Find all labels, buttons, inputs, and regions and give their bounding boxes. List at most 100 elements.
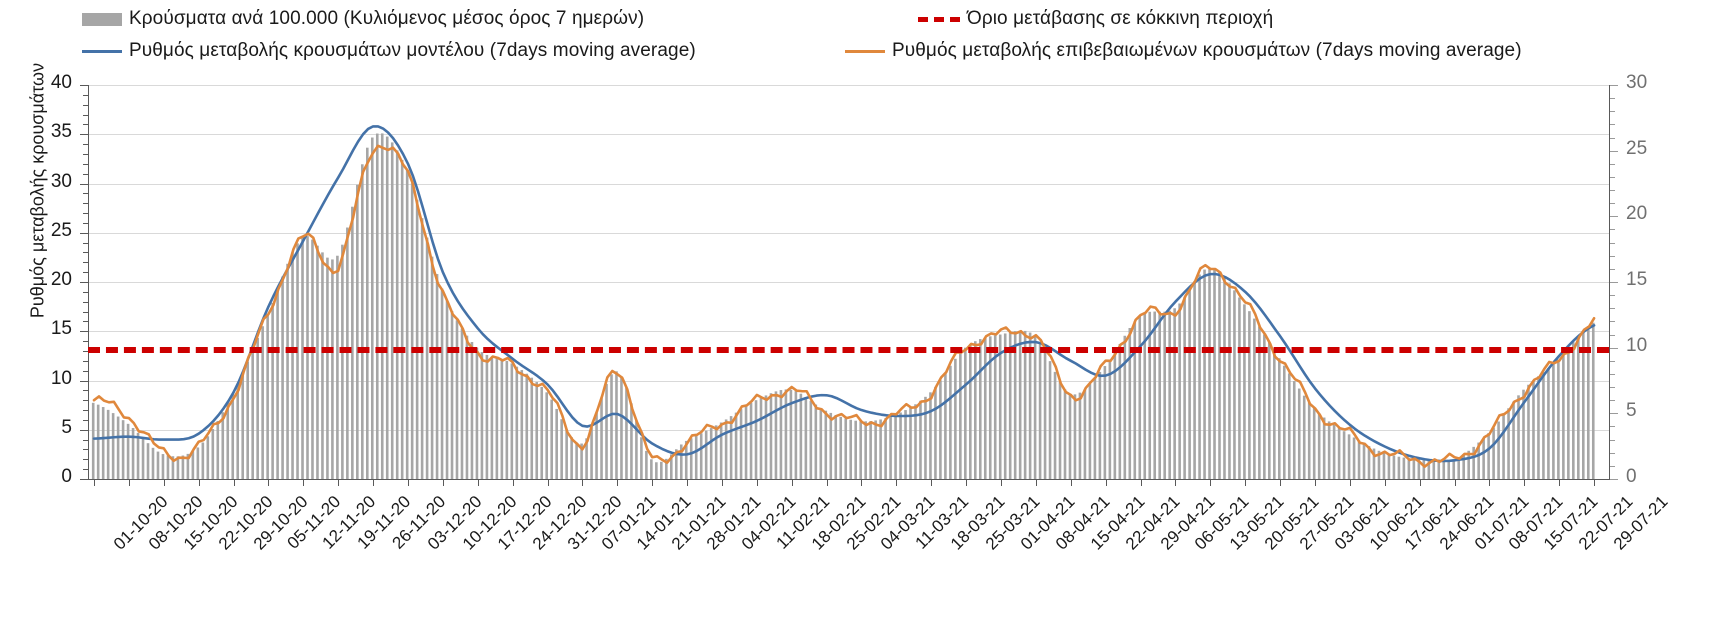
x-axis-tick bbox=[1175, 479, 1177, 486]
y-axis-left-tick-label: 5 bbox=[61, 416, 72, 438]
x-axis-tick bbox=[756, 479, 758, 486]
x-axis-tick bbox=[1524, 479, 1526, 486]
y-tick-left-minor bbox=[83, 449, 88, 451]
x-axis-tick bbox=[1035, 479, 1037, 486]
y-tick-left-minor bbox=[83, 419, 88, 421]
y-tick-left-major bbox=[80, 479, 88, 480]
x-axis-tick bbox=[94, 479, 95, 486]
x-axis-tick bbox=[163, 479, 165, 486]
y-axis-right-tick-label: 25 bbox=[1626, 137, 1648, 159]
x-axis-tick bbox=[617, 479, 619, 486]
y-tick-left-minor bbox=[83, 262, 88, 264]
y-tick-left-minor bbox=[83, 439, 88, 441]
y-axis-right-tick-label: 20 bbox=[1626, 203, 1648, 225]
y-tick-left-major bbox=[80, 85, 88, 86]
y-tick-left-minor bbox=[83, 173, 88, 175]
y-tick-right-minor bbox=[1610, 452, 1615, 454]
x-axis-tick bbox=[1280, 479, 1282, 486]
x-axis-tick bbox=[582, 479, 584, 486]
y-tick-right-minor bbox=[1610, 137, 1615, 139]
y-tick-right-minor bbox=[1610, 190, 1615, 192]
x-axis-tick bbox=[477, 479, 479, 486]
x-axis-tick bbox=[687, 479, 689, 486]
x-axis-tick bbox=[1140, 479, 1142, 486]
y-tick-right-minor bbox=[1610, 295, 1615, 297]
x-axis-tick bbox=[198, 479, 200, 486]
x-axis-tick bbox=[1105, 479, 1107, 486]
y-tick-right-major bbox=[1610, 479, 1618, 480]
x-axis-tick bbox=[338, 479, 340, 486]
y-axis-right-line bbox=[1609, 85, 1610, 480]
y-tick-left-minor bbox=[83, 350, 88, 352]
x-axis-tick bbox=[1245, 479, 1247, 486]
y-tick-left-minor bbox=[83, 360, 88, 362]
x-axis-tick bbox=[721, 479, 723, 486]
gridline bbox=[88, 232, 1609, 234]
confirmed-rate-line bbox=[92, 144, 1596, 468]
x-axis-tick bbox=[861, 479, 863, 486]
legend-item-confirmed-rate[interactable]: Ρυθμός μεταβολής επιβεβαιωμένων κρουσμάτ… bbox=[845, 40, 1522, 62]
x-axis-tick bbox=[1454, 479, 1456, 486]
bar-series bbox=[91, 133, 1595, 479]
x-axis-tick bbox=[1314, 479, 1316, 486]
legend-label-threshold: Όριο μετάβασης σε κόκκινη περιοχή bbox=[967, 8, 1274, 29]
y-tick-right-minor bbox=[1610, 163, 1615, 165]
y-axis-right-tick-label: 10 bbox=[1626, 334, 1648, 356]
y-tick-left-minor bbox=[83, 400, 88, 402]
threshold-line bbox=[88, 347, 1609, 353]
y-axis-right-tick-label: 15 bbox=[1626, 269, 1648, 290]
gridline bbox=[88, 331, 1609, 333]
gridline bbox=[88, 134, 1609, 136]
x-axis-tick bbox=[1594, 479, 1596, 486]
x-axis-tick bbox=[373, 479, 375, 486]
x-axis-tick bbox=[1001, 479, 1003, 486]
y-axis-left-tick-label: 30 bbox=[50, 170, 72, 192]
y-axis-left-line bbox=[88, 85, 89, 480]
legend-item-model-rate[interactable]: Ρυθμός μεταβολής κρουσμάτων μοντέλου (7d… bbox=[82, 40, 696, 62]
y-tick-left-minor bbox=[83, 114, 88, 116]
gridline bbox=[88, 183, 1609, 185]
y-tick-left-minor bbox=[83, 272, 88, 274]
x-axis-tick bbox=[512, 479, 514, 486]
x-axis-line bbox=[88, 479, 1610, 480]
x-axis-tick bbox=[826, 479, 828, 486]
x-axis-tick bbox=[268, 479, 270, 486]
y-tick-left-minor bbox=[83, 94, 88, 96]
y-tick-right-minor bbox=[1610, 321, 1615, 323]
gridline bbox=[88, 85, 1609, 86]
y-axis-left-tick-label: 25 bbox=[50, 219, 72, 241]
y-tick-left-minor bbox=[83, 311, 88, 313]
y-tick-right-minor bbox=[1610, 373, 1615, 375]
y-tick-left-minor bbox=[83, 301, 88, 303]
x-axis-tick bbox=[1384, 479, 1386, 486]
x-axis-tick bbox=[407, 479, 409, 486]
y-tick-left-minor bbox=[83, 390, 88, 392]
legend-item-cases-bars[interactable]: Κρούσματα ανά 100.000 (Κυλιόμενος μέσος … bbox=[82, 8, 644, 30]
y-tick-left-major bbox=[80, 232, 88, 234]
y-axis-left-tick-label: 40 bbox=[50, 72, 72, 93]
model-rate-line bbox=[92, 125, 1596, 463]
gridline bbox=[88, 282, 1609, 283]
legend-item-threshold[interactable]: Όριο μετάβασης σε κόκκινη περιοχή bbox=[918, 8, 1273, 30]
y-tick-right-minor bbox=[1610, 360, 1615, 362]
y-tick-right-minor bbox=[1610, 465, 1615, 467]
y-tick-right-major bbox=[1610, 413, 1618, 415]
x-axis-tick bbox=[442, 479, 444, 486]
bar-swatch-icon bbox=[82, 12, 122, 26]
y-tick-right-minor bbox=[1610, 111, 1615, 113]
y-tick-left-minor bbox=[83, 203, 88, 205]
y-tick-right-minor bbox=[1610, 268, 1615, 270]
y-tick-left-minor bbox=[83, 252, 88, 254]
y-axis-right-tick-label: 30 bbox=[1626, 72, 1648, 93]
y-tick-left-major bbox=[80, 331, 88, 333]
x-axis-tick bbox=[1349, 479, 1351, 486]
x-axis-tick bbox=[652, 479, 654, 486]
x-axis-tick bbox=[128, 479, 130, 486]
y-axis-left-tick-label: 20 bbox=[50, 269, 72, 290]
y-tick-right-major bbox=[1610, 150, 1618, 152]
y-tick-right-minor bbox=[1610, 229, 1615, 231]
x-axis-tick bbox=[547, 479, 549, 486]
y-tick-right-minor bbox=[1610, 255, 1615, 257]
y-axis-left-tick-label: 15 bbox=[50, 318, 72, 340]
